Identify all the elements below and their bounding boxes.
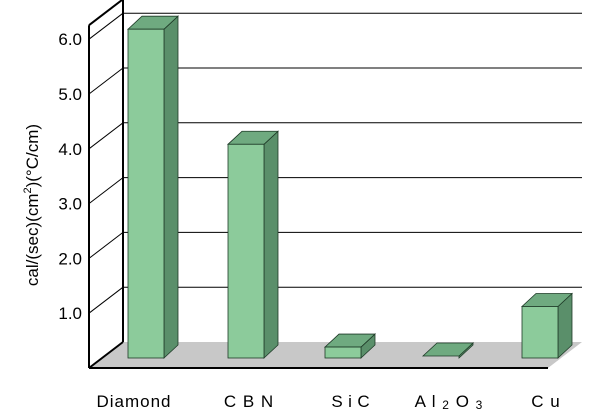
gridline-side	[88, 12, 124, 40]
gridline-side	[88, 67, 124, 95]
x-category-label: C u	[531, 392, 560, 411]
floor-left-edge	[88, 341, 124, 369]
bar-cu	[520, 292, 574, 359]
x-category-label: Diamond	[96, 392, 171, 411]
bar-diamond	[126, 15, 180, 359]
x-category-label: S i C	[331, 392, 370, 411]
bar-front	[324, 346, 362, 359]
bar-front	[227, 143, 265, 359]
chart-bars	[126, 15, 574, 359]
gridline-side	[88, 232, 124, 259]
y-tick-label: 3.0	[58, 195, 82, 214]
bar-sic	[323, 333, 377, 359]
x-category-labels: Diamond C B N S i C A l 2 O 3 C u	[96, 392, 560, 412]
bar-cbn	[226, 130, 280, 359]
y-tick-label: 1.0	[58, 304, 82, 323]
y-tick-labels: 1.0 2.0 3.0 4.0 5.0 6.0	[58, 30, 82, 323]
wall-top-edge	[88, 0, 124, 26]
gridline-side	[88, 177, 124, 204]
chart-grid	[88, 12, 582, 314]
y-tick-label: 2.0	[58, 249, 82, 268]
x-category-label: C B N	[224, 392, 274, 411]
gridline-side	[88, 286, 124, 314]
bar-top	[421, 342, 475, 357]
gridline-side	[88, 122, 124, 150]
bar-side	[163, 15, 179, 359]
y-tick-label: 5.0	[58, 85, 82, 104]
y-tick-label: 6.0	[58, 30, 82, 49]
bar-al2o3	[421, 342, 475, 359]
bar-front	[127, 28, 165, 359]
y-axis-label: cal/(sec)(cm2)(°C/cm)	[22, 124, 42, 286]
y-tick-label: 4.0	[58, 140, 82, 159]
bar-front	[521, 306, 559, 359]
bar-side	[263, 130, 279, 359]
chart-axes	[88, 0, 548, 369]
x-category-label: A l 2 O 3	[415, 392, 484, 412]
